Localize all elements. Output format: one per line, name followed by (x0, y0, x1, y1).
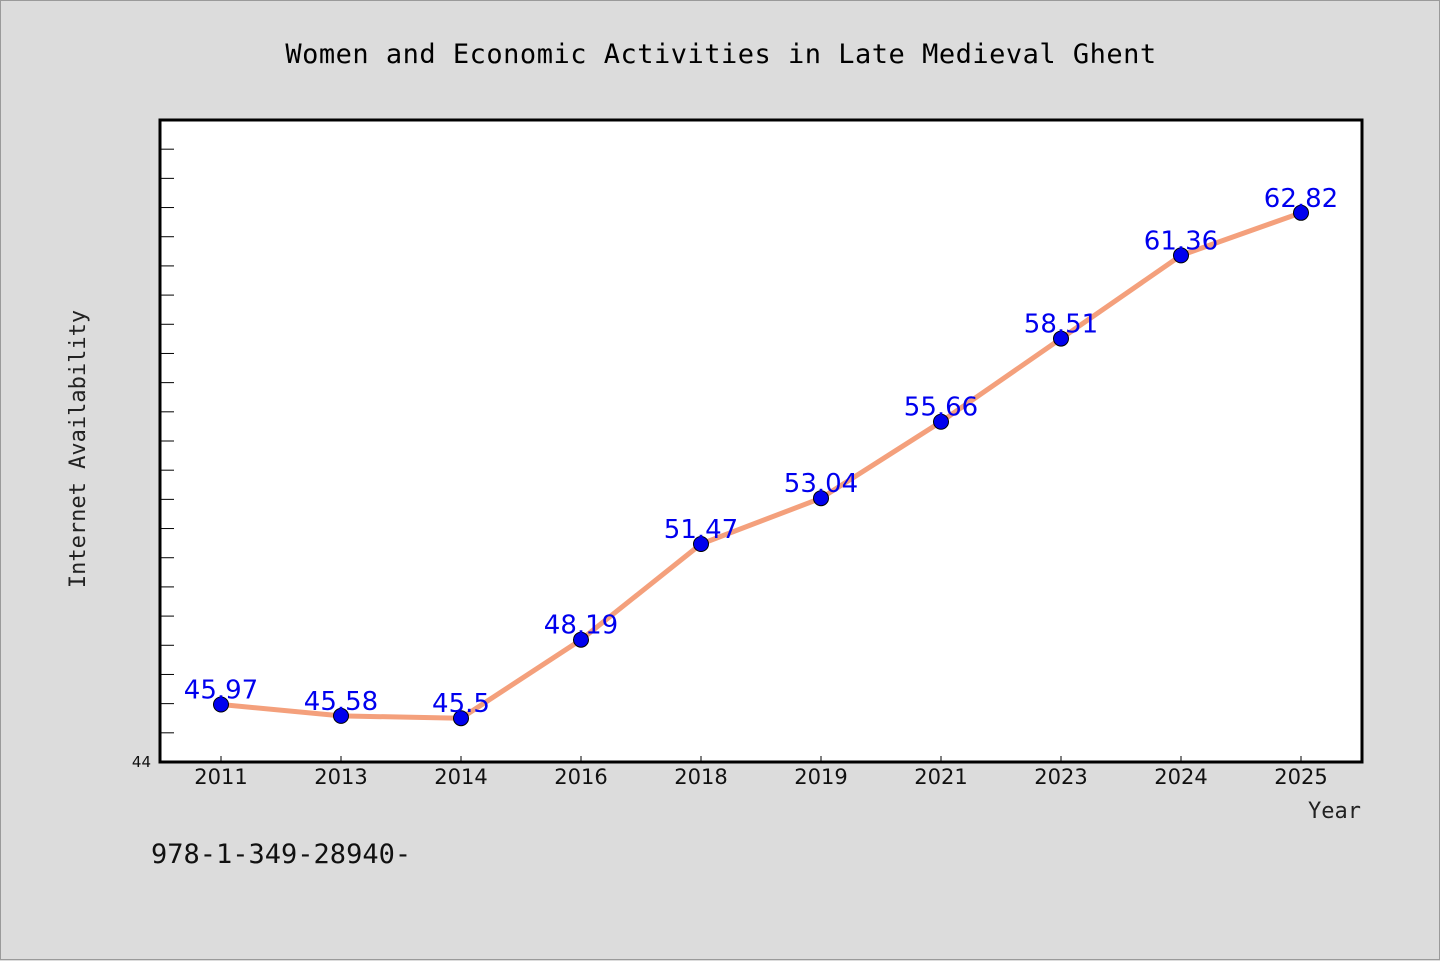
x-axis-title: Year (1308, 799, 1361, 824)
y-axis-ticks (160, 119, 174, 763)
data-label: 53.04 (784, 469, 858, 499)
data-label: 58.51 (1024, 310, 1098, 340)
x-tick-label: 2016 (554, 765, 607, 789)
data-point (573, 631, 589, 648)
x-axis-tick-labels: 2011 2013 2014 2016 2018 2019 2021 2023 2024 2025 (194, 765, 1327, 789)
data-point (453, 710, 469, 727)
x-axis-ticks (220, 756, 1302, 762)
x-tick-label: 2013 (314, 765, 367, 789)
x-tick-label: 2024 (1154, 765, 1207, 789)
x-tick-label: 2018 (674, 765, 727, 789)
x-tick-label: 2014 (434, 765, 487, 789)
y-axis-title: Internet Availability (66, 310, 91, 588)
data-label: 48.19 (544, 611, 618, 641)
series-layer: 45.97 45.58 45.5 48.19 51.47 53.04 55.66 58.51 6… (184, 184, 1338, 727)
x-tick-label: 2011 (194, 765, 247, 789)
series-line (218, 210, 1304, 721)
x-tick-label: 2025 (1274, 765, 1327, 789)
x-tick-label: 2023 (1034, 765, 1087, 789)
data-label: 45.58 (304, 687, 378, 717)
data-point (213, 696, 229, 713)
data-point (813, 490, 829, 507)
data-point (1053, 330, 1069, 347)
data-label: 45.5 (432, 689, 490, 719)
data-point (333, 707, 349, 724)
data-point (1293, 204, 1309, 221)
x-tick-label: 2019 (794, 765, 847, 789)
plot-area (158, 118, 1364, 764)
chart-title: Women and Economic Activities in Late Me… (285, 39, 1156, 70)
caption-text: 978-1-349-28940- (151, 839, 411, 870)
data-point (1173, 247, 1189, 264)
data-point (933, 413, 949, 430)
data-label: 51.47 (664, 515, 738, 545)
data-label: 61.36 (1144, 226, 1218, 256)
data-point (693, 536, 709, 553)
data-label: 62.82 (1264, 184, 1338, 214)
y-tick-label: 44 (132, 753, 151, 771)
data-label: 45.97 (184, 676, 258, 706)
data-label: 55.66 (904, 393, 978, 423)
x-tick-label: 2021 (914, 765, 967, 789)
